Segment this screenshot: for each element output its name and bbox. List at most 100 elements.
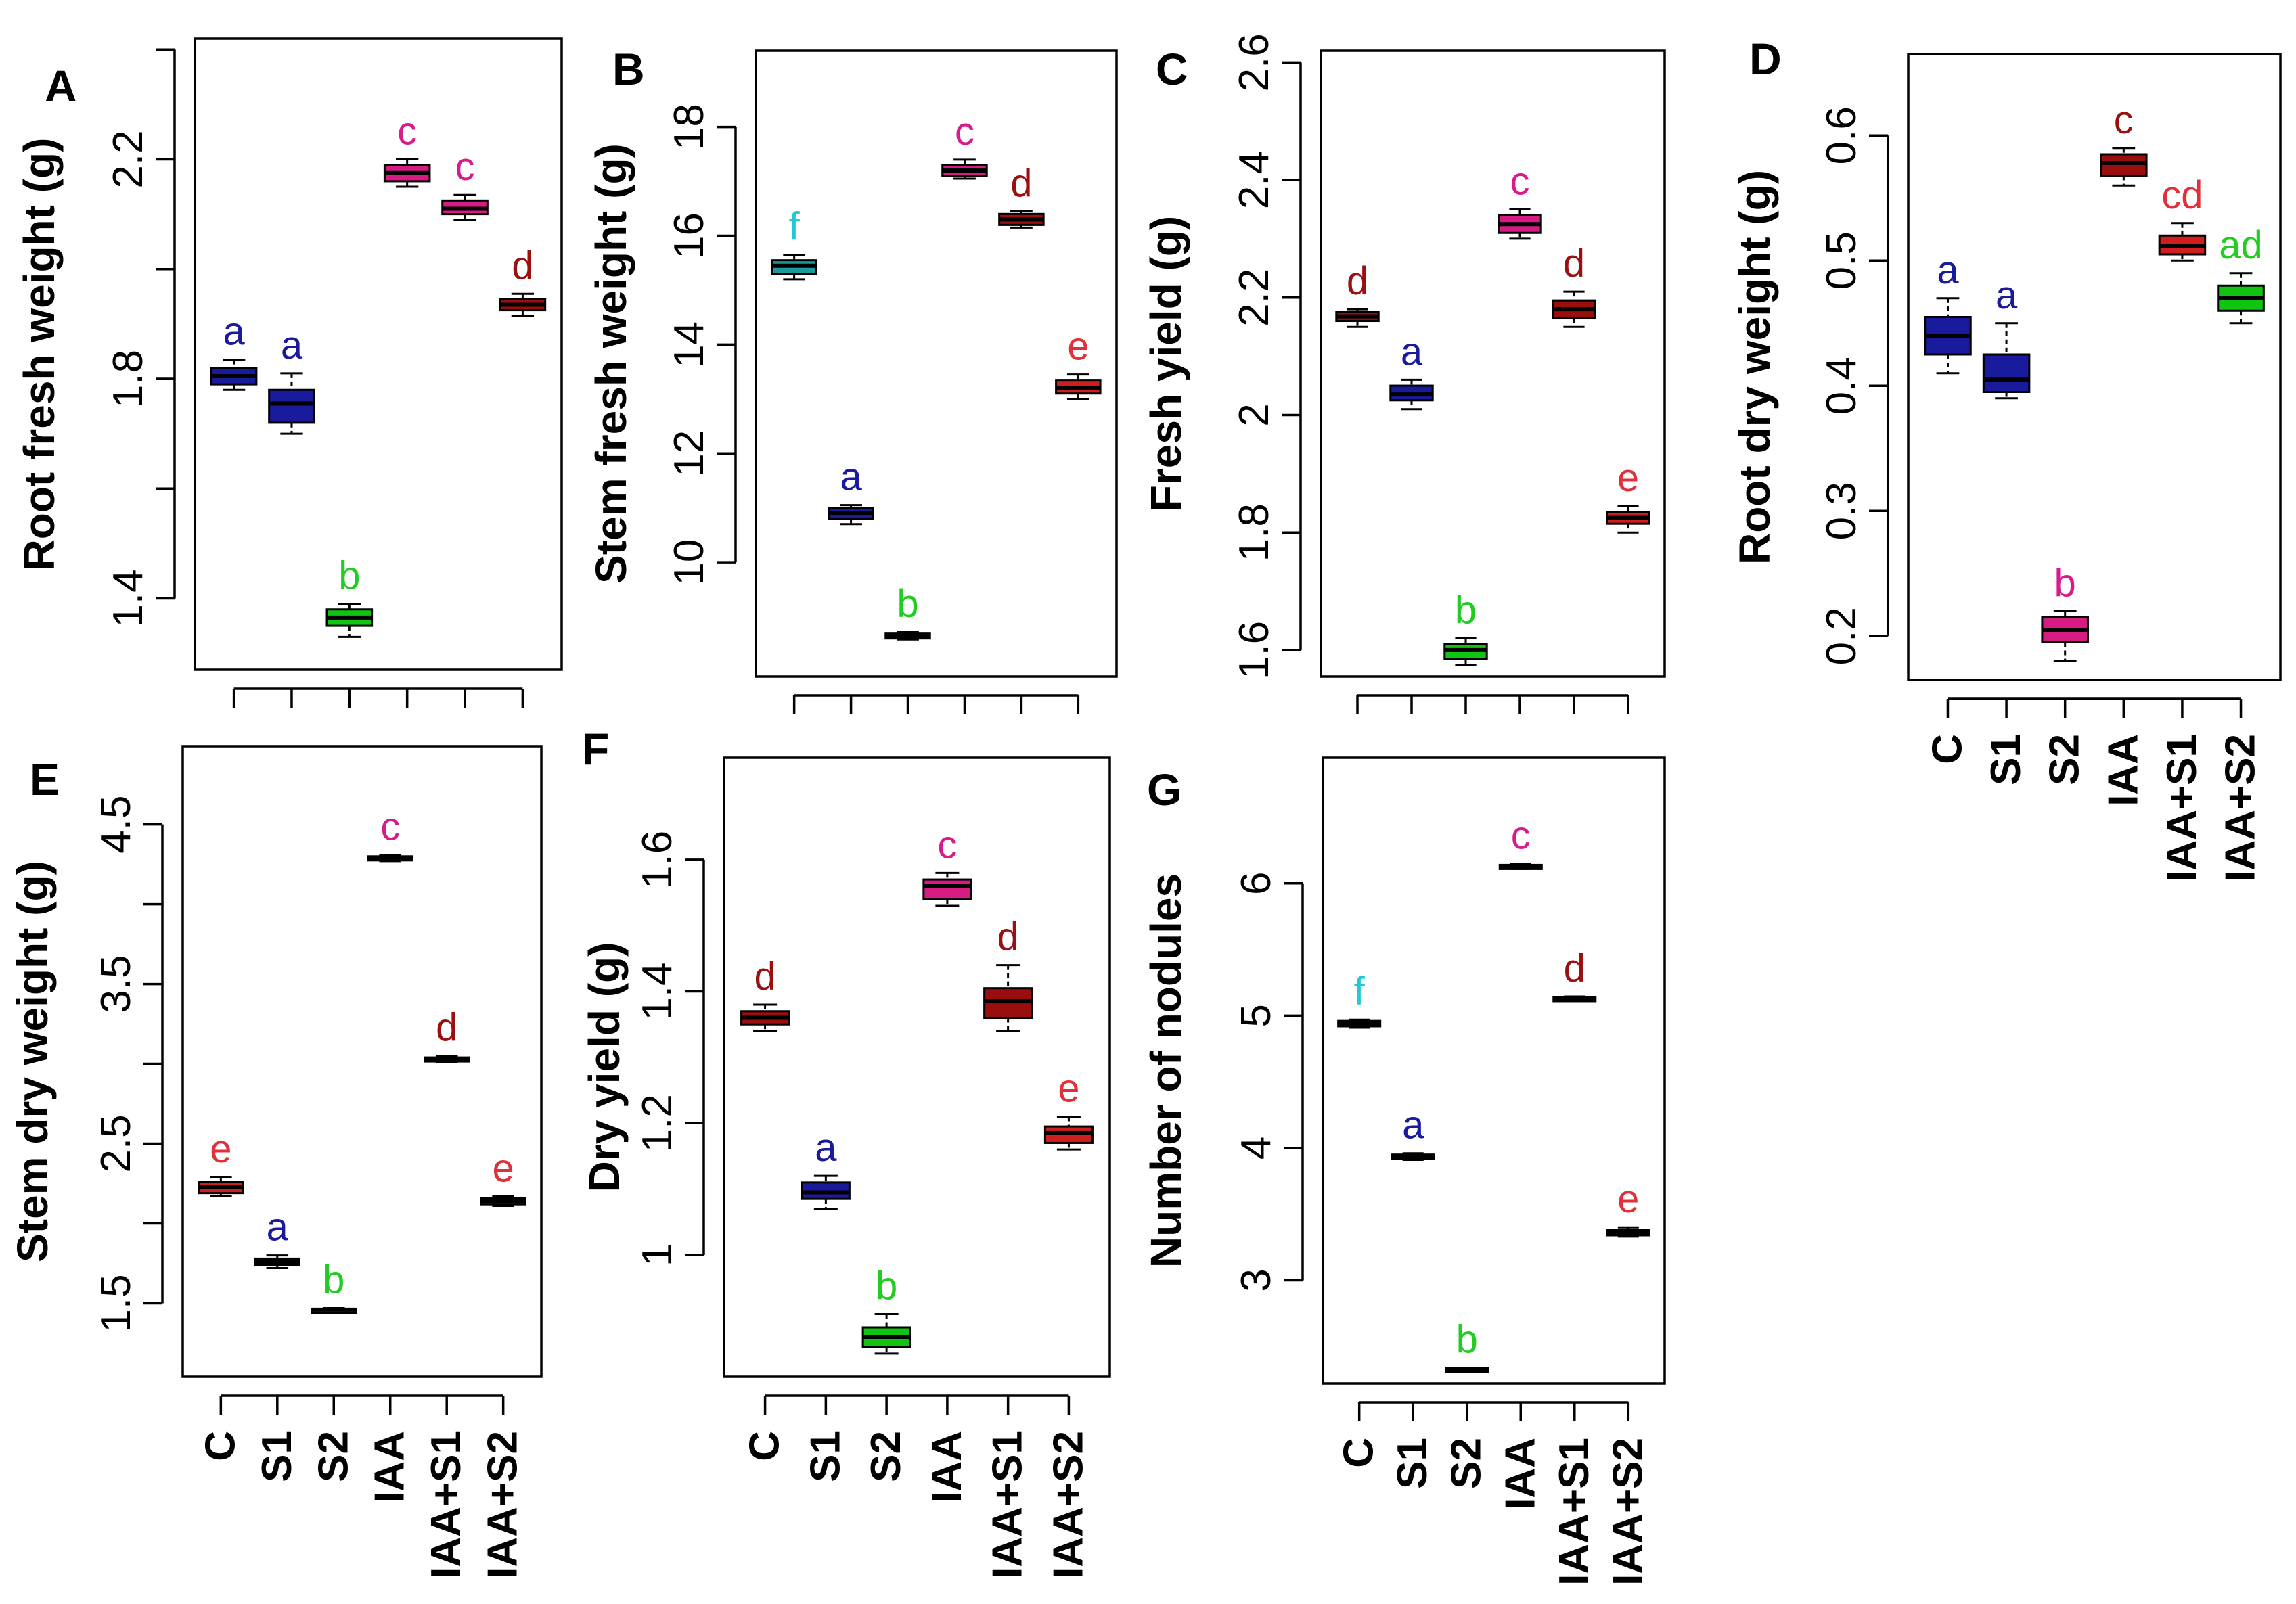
category-label-s2: S2 [863,1431,909,1482]
y-tick-label: 2.4 [1231,151,1278,209]
significance-letter: b [323,1258,344,1302]
panel-letter: F [582,724,609,774]
y-tick-label: 2.5 [93,1114,139,1172]
panel-letter: D [1749,34,1782,84]
panel-g: 3 4 5 6 Number of nodules G C S1 S2 IAA IAA+S1 IAA+… [1142,756,1666,1586]
plot-frame [723,756,1111,1378]
category-label-iaa-plus-s1: IAA+S1 [985,1431,1031,1579]
significance-letter: d [1563,242,1585,285]
significance-letter: c [397,109,417,153]
category-label-iaa-plus-s1: IAA+S1 [1551,1438,1598,1586]
panel-f: 1 1.2 1.4 1.6 Dry yield (g) F C S1 S2 IAA IAA+S1 IA… [580,724,1111,1579]
y-axis-label: Fresh yield (g) [1142,216,1190,511]
y-tick-label: 5 [1233,1004,1280,1027]
y-tick-label: 1.8 [1231,503,1278,562]
box-iaa: c [941,110,988,180]
significance-letter: b [338,554,360,598]
significance-letter: c [380,804,400,848]
y-axis-label: Root dry weight (g) [1730,170,1779,564]
box-s2: b [884,582,931,641]
category-label-s2: S2 [2042,734,2088,785]
significance-letter: d [997,915,1019,959]
category-label-iaa-plus-s2: IAA+S2 [1604,1438,1651,1586]
box-c: f [771,205,817,281]
box-s1: a [254,1206,300,1270]
box-iaa-plus-s1: d [998,161,1045,229]
significance-letter: f [789,205,801,249]
significance-letter: b [1456,1318,1478,1362]
y-tick-label: 2.2 [105,130,152,188]
box-iaa: c [1498,813,1543,870]
panel-letter: E [30,754,60,804]
category-label-iaa-plus-s2: IAA+S2 [1045,1431,1091,1579]
y-tick-label: 2.2 [1231,269,1278,327]
panel-d: 0.2 0.3 0.4 0.5 0.6 Root dry weight (g) D C S1 S2… [1730,34,2282,882]
box-s1: a [828,455,874,526]
box-s2: b [2041,561,2089,662]
significance-letter: e [493,1146,514,1190]
significance-letter: a [281,323,303,367]
y-tick-label: 1 [634,1243,681,1266]
y-tick-label: 1.4 [105,569,152,627]
box-iaa-plus-s2: e [1055,325,1102,400]
y-tick-label: 1.6 [1231,621,1278,679]
significance-letter: f [1354,969,1366,1013]
iqr-box [1982,353,2031,393]
significance-letter: a [1996,273,2018,317]
box-c: f [1337,969,1382,1029]
y-axis-label: Root fresh weight (g) [15,138,64,571]
box-s2: b [325,554,374,638]
box-iaa: c [367,804,413,863]
y-tick-label: 3.5 [93,955,139,1013]
box-s1: a [1982,273,2031,400]
panel-letter: G [1147,764,1181,815]
category-label-iaa-plus-s1: IAA+S1 [2159,734,2205,882]
y-tick-label: 4 [1233,1137,1280,1160]
box-c: a [1924,248,1972,375]
box-c: e [198,1127,244,1197]
y-tick-label: 0.4 [1818,357,1865,415]
y-axis-label: Stem fresh weight (g) [587,143,635,584]
box-iaa-plus-s2: ad [2217,223,2265,325]
box-s2: b [311,1258,357,1314]
significance-letter: a [840,455,862,499]
significance-letter: a [223,310,245,354]
category-label-c: C [1924,734,1971,764]
y-axis-label: Dry yield (g) [580,942,629,1193]
significance-letter: c [2114,98,2134,142]
box-iaa-plus-s1: c [441,145,489,221]
category-label-c: C [742,1431,788,1461]
significance-letter: e [1067,325,1089,369]
significance-letter: b [897,582,918,626]
plot-frame [755,49,1118,678]
significance-letter: c [455,145,475,189]
category-label-iaa-plus-s2: IAA+S2 [480,1431,526,1579]
box-iaa-plus-s2: e [1606,1177,1650,1238]
significance-letter: d [754,955,775,999]
significance-letter: c [955,110,974,154]
category-label-c: C [1336,1438,1382,1468]
box-iaa-plus-s2: e [480,1146,526,1208]
panel-letter: B [612,44,645,94]
significance-letter: e [1058,1067,1079,1111]
significance-letter: d [1010,161,1032,205]
box-c: d [740,955,790,1032]
significance-letter: a [815,1126,837,1170]
significance-letter: b [1455,589,1477,633]
y-tick-label: 4.5 [93,796,139,854]
y-axis-label: Stem dry weight (g) [8,861,57,1262]
y-tick-label: 16 [666,212,713,259]
panel-b: 10 12 14 16 18 Stem fresh weight (g) Bf a b cd e [587,44,1118,714]
y-tick-label: 1.6 [634,831,681,889]
box-s2: b [1445,1318,1489,1373]
y-tick-label: 1.4 [634,962,681,1020]
significance-letter: e [210,1127,231,1171]
category-label-iaa: IAA [1497,1438,1544,1510]
significance-letter: c [937,823,957,867]
box-iaa: c [383,109,431,188]
box-iaa-plus-s2: e [1606,456,1650,534]
y-tick-label: 18 [666,104,713,150]
box-iaa-plus-s1: d [424,1006,470,1063]
